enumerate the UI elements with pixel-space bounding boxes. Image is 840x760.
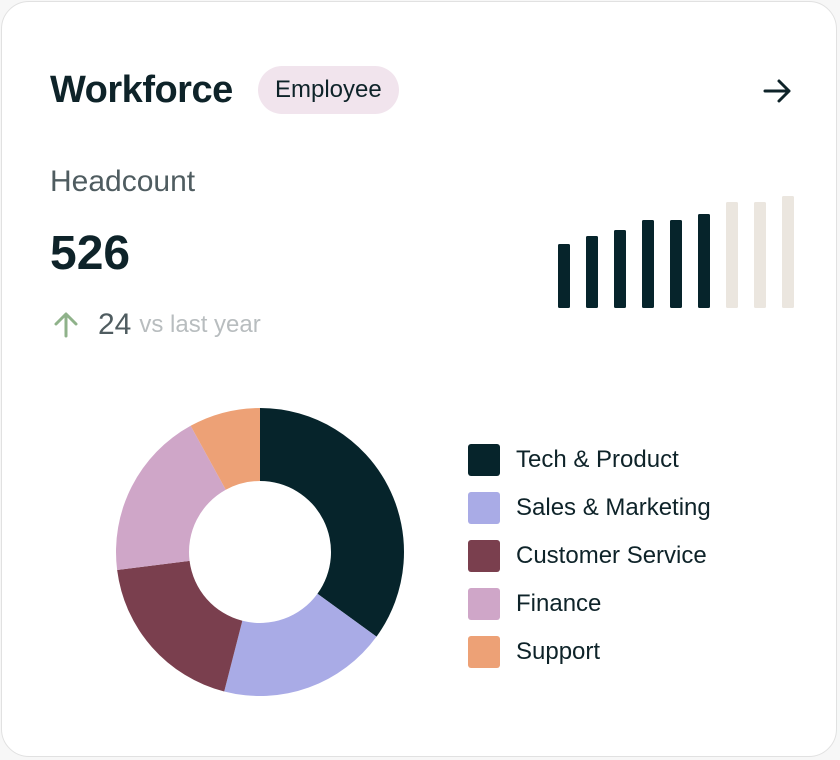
trend-bar-8	[754, 202, 766, 308]
card-title: Workforce	[50, 69, 233, 111]
change-caption: vs last year	[139, 311, 261, 338]
donut-slice-finance	[116, 425, 226, 571]
headcount-label: Headcount	[50, 165, 196, 198]
trend-bar-7	[726, 202, 738, 308]
trend-bar-2	[586, 236, 598, 308]
arrow-right-icon[interactable]	[758, 72, 798, 112]
trend-bar-5	[670, 220, 682, 308]
donut-slice-customer-service	[117, 560, 243, 692]
legend-swatch	[468, 492, 500, 524]
donut-slice-tech-product	[260, 408, 404, 637]
department-donut-chart	[116, 408, 404, 696]
donut-slice-support	[190, 408, 260, 490]
legend-swatch	[468, 588, 500, 620]
trend-bar-9	[782, 196, 794, 308]
trend-bar-4	[642, 220, 654, 308]
legend-label: Support	[516, 638, 601, 665]
employee-badge: Employee	[258, 66, 399, 114]
arrow-up-icon	[54, 312, 78, 338]
headcount-change: 24 vs last year	[50, 304, 261, 346]
legend-swatch	[468, 444, 500, 476]
legend-swatch	[468, 540, 500, 572]
donut-slice-sales-marketing	[224, 593, 377, 696]
department-legend: Tech & Product Sales & Marketing Customer …	[468, 436, 711, 676]
change-value: 24	[98, 308, 132, 341]
legend-label: Tech & Product	[516, 446, 679, 473]
legend-label: Sales & Marketing	[516, 494, 711, 521]
legend-label: Finance	[516, 590, 602, 617]
trend-bar-6	[698, 214, 710, 308]
headcount-trend-chart	[558, 196, 794, 308]
legend-label: Customer Service	[516, 542, 707, 569]
legend-swatch	[468, 636, 500, 668]
headcount-value: 526	[50, 227, 131, 280]
legend-item-finance: Finance	[468, 580, 711, 628]
legend-item-tech-product: Tech & Product	[468, 436, 711, 484]
trend-bar-3	[614, 230, 626, 308]
trend-bar-1	[558, 244, 570, 308]
legend-item-sales-marketing: Sales & Marketing	[468, 484, 711, 532]
legend-item-support: Support	[468, 628, 711, 676]
legend-item-customer-service: Customer Service	[468, 532, 711, 580]
